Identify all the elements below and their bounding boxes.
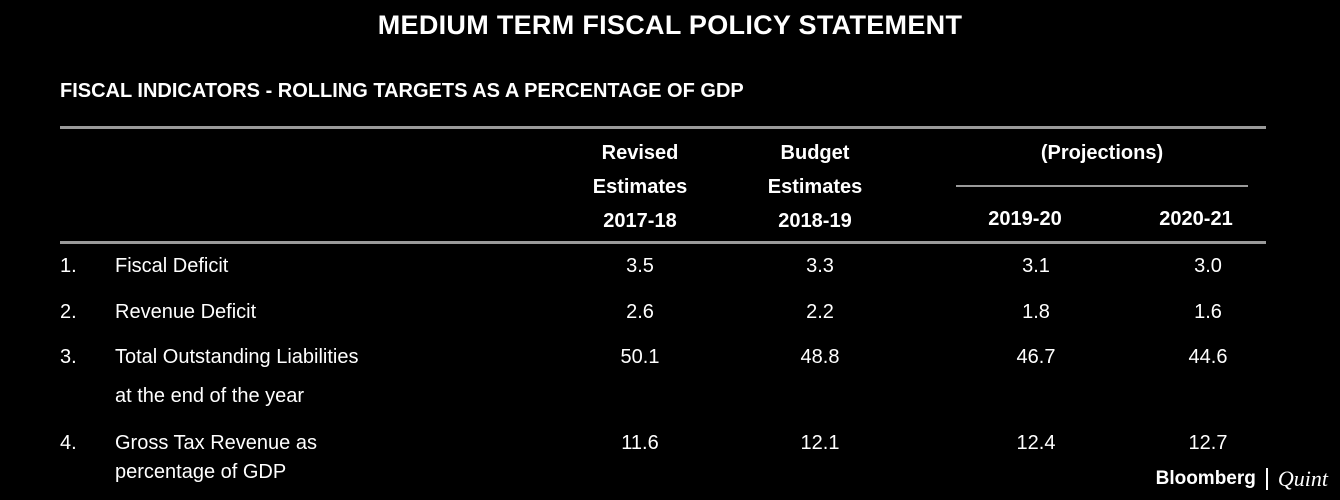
cell-revised: 50.1 — [620, 346, 660, 368]
cell-proj-2019: 46.7 — [1016, 346, 1056, 368]
row-number: 3. — [60, 346, 77, 368]
row-label-continued: at the end of the year — [115, 385, 305, 407]
cell-budget: 2.2 — [806, 301, 834, 323]
row-label: Fiscal Deficit — [115, 255, 229, 277]
header-budget-line2: Estimates — [767, 176, 863, 198]
cell-revised: 3.5 — [626, 255, 654, 277]
page-title: MEDIUM TERM FISCAL POLICY STATEMENT — [377, 10, 963, 40]
cell-budget: 3.3 — [806, 255, 834, 277]
logo-partner: Quint — [1277, 466, 1328, 491]
header-rule — [60, 241, 1266, 244]
cell-proj-2019: 12.4 — [1016, 432, 1056, 454]
cell-proj-2020: 3.0 — [1194, 255, 1222, 277]
cell-proj-2019: 1.8 — [1022, 301, 1050, 323]
cell-revised: 2.6 — [626, 301, 654, 323]
table-subtitle: FISCAL INDICATORS - ROLLING TARGETS AS A… — [60, 80, 744, 102]
row-label: Gross Tax Revenue as — [115, 432, 317, 454]
header-revised-year: 2017-18 — [603, 210, 677, 232]
row-number: 2. — [60, 301, 77, 323]
cell-proj-2020: 12.7 — [1188, 432, 1228, 454]
header-projections: (Projections) — [1040, 142, 1164, 164]
projections-rule — [956, 185, 1248, 187]
cell-revised: 11.6 — [621, 432, 659, 454]
logo-separator — [1265, 468, 1268, 490]
row-label-continued: percentage of GDP — [115, 461, 287, 483]
header-budget-year: 2018-19 — [778, 210, 852, 232]
header-budget: Budget Estimates 2018-19 — [745, 136, 885, 238]
header-budget-line1: Budget — [780, 142, 850, 164]
header-revised: Revised Estimates 2017-18 — [570, 136, 710, 238]
header-revised-line1: Revised — [601, 142, 679, 164]
row-label: Revenue Deficit — [115, 301, 257, 323]
bloomberg-quint-logo: Bloomberg Quint — [1156, 466, 1328, 492]
header-proj-2020: 2020-21 — [1159, 208, 1233, 230]
cell-budget: 48.8 — [800, 346, 840, 368]
row-number: 4. — [60, 432, 77, 454]
header-revised-line2: Estimates — [592, 176, 688, 198]
cell-proj-2020: 1.6 — [1194, 301, 1222, 323]
row-label: Total Outstanding Liabilities — [115, 346, 359, 368]
logo-brand: Bloomberg — [1155, 468, 1256, 489]
header-proj-2019: 2019-20 — [988, 208, 1062, 230]
top-rule — [60, 126, 1266, 129]
row-number: 1. — [60, 255, 77, 277]
cell-proj-2019: 3.1 — [1022, 255, 1050, 277]
cell-budget: 12.1 — [800, 432, 840, 454]
cell-proj-2020: 44.6 — [1188, 346, 1228, 368]
